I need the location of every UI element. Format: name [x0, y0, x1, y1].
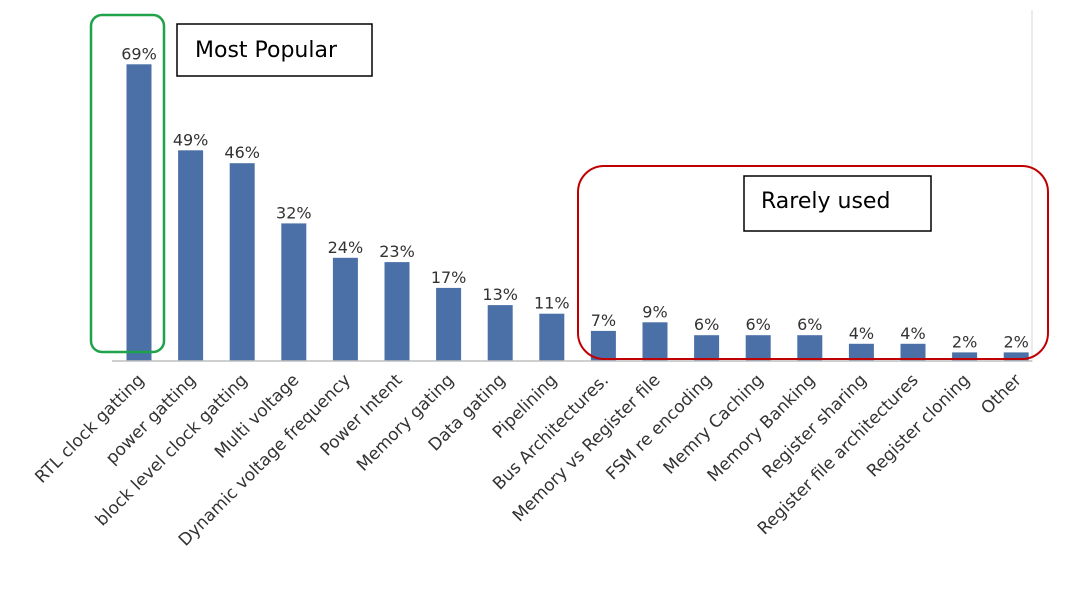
bar-dynamic-voltage-frequency: [332, 257, 358, 361]
rarely-used-label: Rarely used: [761, 189, 890, 214]
bar-rtl-clock-gatting: [126, 64, 152, 362]
bar-bus-architectures: [590, 330, 616, 361]
bars-group: [126, 64, 1029, 362]
value-label-pipelining: 11%: [534, 294, 570, 313]
bar-memry-caching: [745, 335, 771, 361]
value-label-power-gatting: 49%: [173, 130, 209, 149]
bar-block-level-clock-gatting: [229, 163, 255, 361]
value-label-memory-vs-register-file: 9%: [642, 302, 667, 321]
bar-memory-gating: [436, 287, 462, 361]
value-label-block-level-clock-gatting: 46%: [224, 143, 260, 162]
value-label-memry-caching: 6%: [746, 315, 771, 334]
most-popular-box: [176, 23, 373, 77]
rarely-used-box: [743, 175, 932, 232]
bar-power-intent: [384, 262, 410, 361]
bar-other: [1003, 352, 1029, 361]
bar-memory-vs-register-file: [642, 322, 668, 361]
bar-register-file-architectures: [900, 343, 926, 361]
value-label-power-intent: 23%: [379, 242, 415, 261]
most-popular-label: Most Popular: [195, 38, 338, 63]
value-label-multi-voltage: 32%: [276, 203, 312, 222]
bar-memory-banking: [797, 335, 823, 361]
category-label-power-gatting: power gatting: [102, 370, 200, 468]
category-label-other: Other: [977, 370, 1025, 418]
value-label-dynamic-voltage-frequency: 24%: [328, 238, 364, 257]
value-label-register-file-architectures: 4%: [900, 324, 925, 343]
value-label-memory-gating: 17%: [431, 268, 467, 287]
bar-register-cloning: [952, 352, 978, 361]
bar-data-gating: [487, 305, 513, 361]
bar-power-gatting: [178, 150, 204, 361]
value-label-register-cloning: 2%: [952, 332, 977, 351]
value-label-register-sharing: 4%: [849, 324, 874, 343]
value-label-bus-architectures: 7%: [591, 311, 616, 330]
most-popular-highlight: [89, 13, 166, 354]
bar-fsm-re-encoding: [694, 335, 720, 361]
value-labels-group: 69% 49% 46% 32% 24% 23% 17% 13% 11% 7% 9% 6% 6% 6% 4% 4…: [121, 44, 1029, 351]
rarely-used-highlight: [577, 165, 1049, 360]
value-label-fsm-re-encoding: 6%: [694, 315, 719, 334]
bar-pipelining: [539, 313, 565, 361]
bar-register-sharing: [848, 343, 874, 361]
value-label-data-gating: 13%: [482, 285, 518, 304]
bar-multi-voltage: [281, 223, 307, 361]
value-label-rtl-clock-gatting: 69%: [121, 44, 157, 63]
value-label-memory-banking: 6%: [797, 315, 822, 334]
value-label-other: 2%: [1004, 332, 1029, 351]
